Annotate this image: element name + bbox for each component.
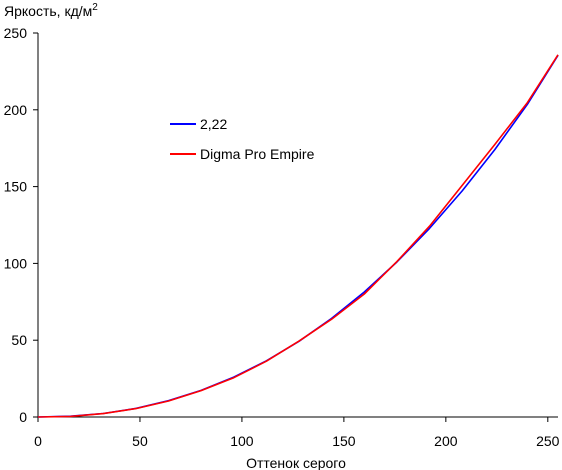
x-tick-label: 0	[34, 433, 42, 449]
series-lines	[37, 54, 559, 418]
y-tick-label: 50	[11, 332, 27, 348]
legend-label-2: Digma Pro Empire	[200, 146, 315, 162]
x-axis-title: Оттенок серого	[246, 455, 346, 470]
x-tick-label: 250	[536, 433, 560, 449]
x-tick-label: 50	[132, 433, 148, 449]
x-tick-label: 100	[230, 433, 254, 449]
y-tick-label: 200	[4, 102, 28, 118]
legend: 2,22 Digma Pro Empire	[170, 116, 315, 162]
axis-ticks: 0 50 100 150 200 250 0 50 100 150 200 250	[4, 25, 560, 449]
x-tick-label: 150	[332, 433, 356, 449]
y-tick-label: 150	[4, 179, 28, 195]
legend-label-1: 2,22	[200, 116, 227, 132]
series-line-2	[37, 54, 559, 418]
y-tick-label: 250	[4, 25, 28, 41]
y-axis-title: Яркость, кд/м2	[4, 2, 98, 19]
series-line-1	[37, 54, 559, 418]
x-tick-label: 200	[434, 433, 458, 449]
y-tick-label: 100	[4, 255, 28, 271]
y-tick-label: 0	[19, 409, 27, 425]
